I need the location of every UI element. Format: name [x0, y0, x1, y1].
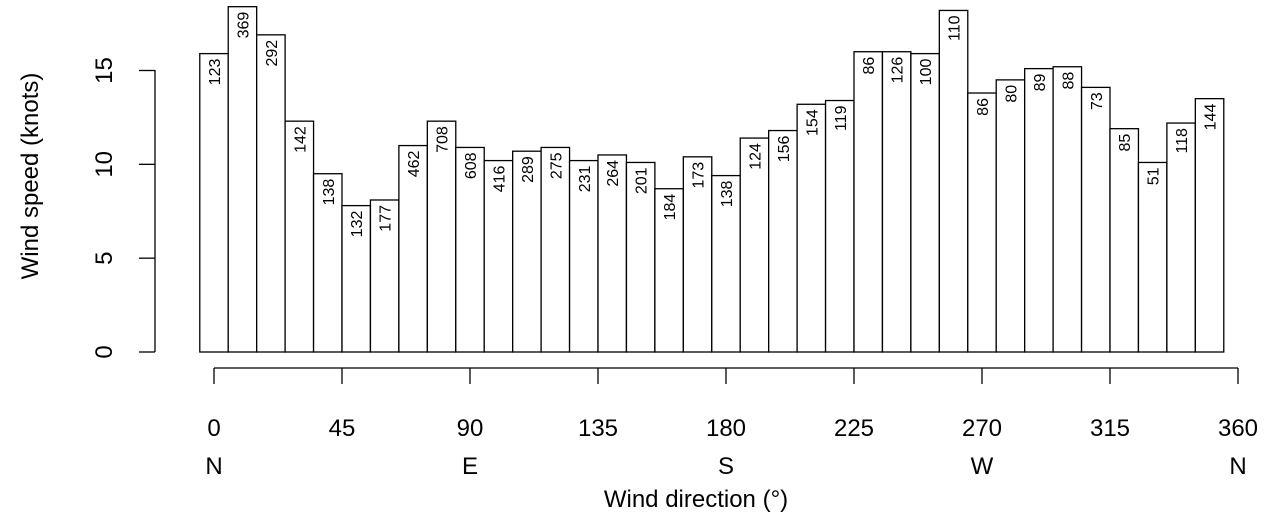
bar-count-label-31: 73 [1089, 92, 1106, 110]
compass-label-n-0: N [205, 453, 222, 480]
bar-28 [995, 79, 1026, 353]
bar-10 [483, 159, 514, 353]
bar-count-label-17: 173 [691, 162, 708, 189]
y-tick-label-1: 5 [91, 251, 118, 264]
bar-0 [199, 52, 229, 353]
bar-18 [711, 174, 741, 353]
bar-count-label-29: 89 [1032, 74, 1049, 92]
x-tick-label-1: 45 [329, 415, 356, 442]
bar-count-label-24: 126 [890, 57, 907, 84]
bar-count-label-26: 110 [947, 15, 964, 41]
bar-count-label-32: 85 [1117, 134, 1134, 152]
bar-count-label-14: 264 [605, 160, 622, 187]
bar-count-label-6: 177 [378, 205, 395, 232]
y-tick-label-0: 0 [91, 345, 118, 358]
x-tick-label-7: 315 [1090, 415, 1130, 442]
x-tick-label-5: 225 [834, 415, 874, 442]
x-tick-label-0: 0 [207, 415, 220, 442]
bar-25 [910, 52, 940, 353]
bar-count-label-1: 369 [235, 12, 252, 39]
bar-16 [654, 188, 684, 353]
bar-8 [426, 120, 457, 353]
bar-count-label-15: 201 [634, 167, 651, 194]
bar-17 [682, 156, 713, 353]
x-tick-label-3: 135 [578, 415, 618, 442]
bar-count-label-22: 119 [833, 105, 850, 131]
compass-label-s-2: S [718, 453, 734, 480]
x-tick-label-2: 90 [457, 415, 484, 442]
bar-count-label-28: 80 [1003, 85, 1020, 103]
bar-20 [768, 129, 798, 353]
bar-count-label-20: 156 [776, 135, 793, 162]
bar-13 [568, 159, 599, 353]
bar-count-label-35: 144 [1203, 104, 1220, 131]
bar-count-label-30: 88 [1060, 72, 1077, 90]
bar-1 [227, 6, 258, 353]
bar-5 [341, 204, 372, 353]
bar-count-label-23: 86 [861, 57, 878, 75]
bar-27 [967, 92, 997, 353]
bar-31 [1080, 86, 1111, 353]
bar-4 [312, 173, 343, 353]
bar-9 [455, 146, 485, 353]
bar-count-label-7: 462 [406, 150, 423, 177]
y-tick-label-2: 10 [91, 151, 118, 178]
bar-count-label-8: 708 [435, 126, 452, 153]
bar-12 [540, 146, 571, 353]
x-tick-label-4: 180 [706, 415, 746, 442]
x-axis: 0 45 90 135 180 225 270 315 360 N E S W N [205, 367, 1258, 480]
bar-count-label-10: 416 [491, 165, 508, 192]
bar-count-label-25: 100 [918, 59, 935, 86]
bar-count-label-34: 118 [1174, 128, 1191, 154]
bar-23 [853, 51, 884, 353]
bar-count-label-27: 86 [975, 98, 992, 116]
bar-11 [512, 150, 542, 353]
bar-6 [369, 199, 400, 353]
x-axis-title: Wind direction (°) [604, 486, 788, 513]
bar-22 [824, 99, 855, 353]
bar-count-label-21: 154 [804, 109, 821, 136]
y-axis-title: Wind speed (knots) [17, 73, 44, 280]
bar-30 [1052, 66, 1083, 353]
y-axis: 0 5 10 15 [91, 57, 156, 359]
bar-26 [938, 9, 969, 353]
bar-count-labels: 123 369 292 142 138 132 177 462 708 608 416 289 275 2… [207, 12, 1220, 238]
bar-3 [284, 120, 315, 353]
bar-count-label-12: 275 [548, 152, 565, 179]
bar-count-label-3: 142 [292, 126, 309, 153]
compass-label-w-3: W [971, 453, 994, 480]
bar-2 [256, 34, 286, 353]
bar-count-label-11: 289 [520, 156, 537, 183]
bar-count-label-33: 51 [1146, 167, 1163, 185]
bar-count-label-16: 184 [662, 194, 679, 221]
bar-32 [1109, 128, 1140, 353]
y-tick-label-3: 15 [91, 57, 118, 84]
bar-count-label-13: 231 [577, 165, 594, 192]
bar-24 [881, 51, 912, 353]
bar-29 [1024, 67, 1054, 353]
bar-34 [1166, 122, 1196, 353]
x-tick-label-8: 360 [1218, 415, 1258, 442]
bar-21 [796, 103, 827, 353]
bar-count-label-18: 138 [719, 180, 736, 207]
compass-label-n-4: N [1229, 453, 1246, 480]
bar-35 [1194, 98, 1225, 353]
x-tick-label-6: 270 [962, 415, 1002, 442]
bar-33 [1137, 161, 1168, 353]
bars-group [199, 6, 1225, 353]
bar-count-label-2: 292 [264, 40, 281, 67]
bar-14 [597, 154, 628, 353]
compass-label-e-1: E [462, 453, 478, 480]
bar-count-label-19: 124 [747, 143, 764, 170]
bar-count-label-5: 132 [349, 211, 366, 238]
bar-count-label-4: 138 [321, 179, 338, 206]
bar-count-label-0: 123 [207, 59, 224, 86]
bar-count-label-9: 608 [463, 152, 480, 179]
